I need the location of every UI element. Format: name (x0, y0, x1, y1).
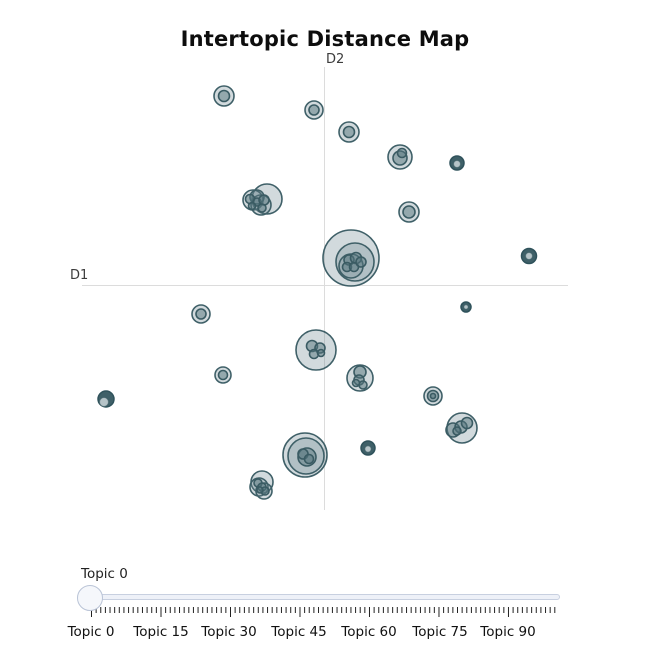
topic-bubble[interactable] (316, 348, 326, 358)
topic-bubble[interactable] (195, 308, 207, 320)
topic-bubble[interactable] (364, 445, 372, 453)
topic-bubble[interactable] (463, 304, 469, 310)
topic-bubble[interactable] (351, 378, 361, 388)
topic-bubble[interactable] (256, 486, 264, 494)
topic-slider-handle[interactable] (77, 585, 103, 611)
topic-bubble[interactable] (396, 147, 408, 159)
topic-bubble[interactable] (452, 426, 462, 436)
page-title: Intertopic Distance Map (180, 27, 470, 51)
y-axis-label: D2 (326, 52, 345, 67)
slider-selected-topic-label: Topic 0 (81, 566, 128, 582)
topic-bubble[interactable] (342, 125, 356, 139)
slider-tick-label: Topic 60 (341, 624, 397, 640)
topic-bubble[interactable] (355, 256, 367, 268)
slider-tick-label: Topic 30 (201, 624, 257, 640)
topic-bubble[interactable] (217, 369, 229, 381)
slider-tick-label: Topic 45 (271, 624, 327, 640)
topic-bubble[interactable] (308, 104, 320, 116)
topic-slider-track[interactable] (83, 594, 560, 600)
slider-tick-label: Topic 75 (412, 624, 468, 640)
topic-bubble[interactable] (303, 453, 315, 465)
x-axis-label: D1 (70, 268, 89, 283)
slider-tick-label: Topic 15 (133, 624, 189, 640)
topic-bubble[interactable] (460, 416, 474, 430)
slider-tick-label: Topic 0 (67, 624, 115, 640)
topic-bubble[interactable] (452, 159, 462, 169)
topic-bubble[interactable] (402, 205, 416, 219)
slider-tick-label: Topic 90 (480, 624, 536, 640)
topic-bubble[interactable] (429, 392, 437, 400)
axis-lines (82, 67, 568, 510)
topic-bubble[interactable] (217, 89, 231, 103)
topic-bubble[interactable] (98, 396, 110, 408)
topic-bubble[interactable] (524, 251, 534, 261)
topic-bubble[interactable] (247, 201, 257, 211)
topic-bubble[interactable] (257, 203, 267, 213)
topic-bubbles (97, 85, 538, 500)
topic-slider-ruler (91, 607, 556, 617)
